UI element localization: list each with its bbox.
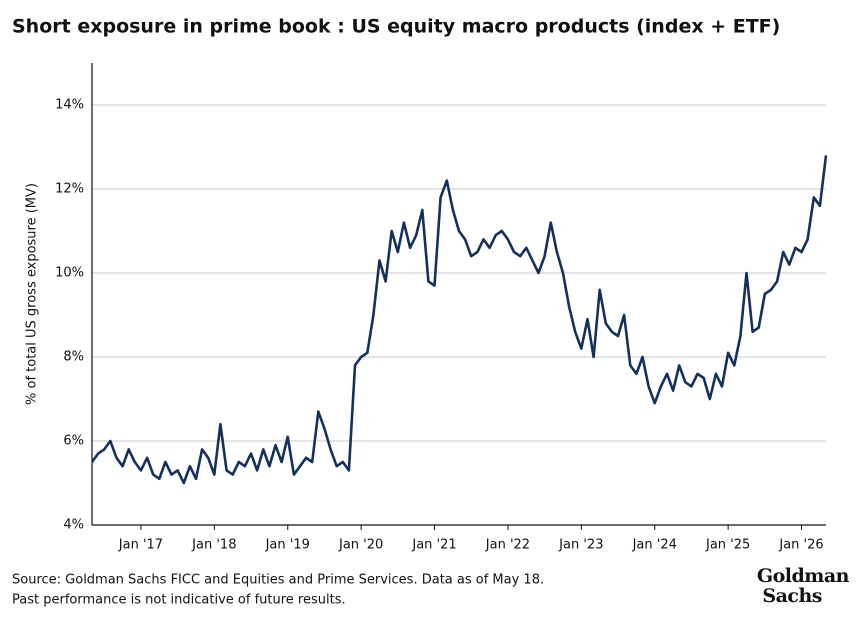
y-tick-label: 10%: [55, 266, 84, 281]
disclaimer-note: Past performance is not indicative of fu…: [12, 593, 346, 608]
source-note: Source: Goldman Sachs FICC and Equities …: [12, 573, 544, 588]
y-tick-label: 12%: [55, 182, 84, 197]
x-tick-label: Jan '22: [485, 538, 530, 553]
y-tick-label: 14%: [55, 98, 84, 113]
y-tick-label: 8%: [63, 350, 84, 365]
x-tick-label: Jan '18: [191, 538, 236, 553]
y-tick-label: 4%: [63, 518, 84, 533]
x-tick-label: Jan '25: [705, 538, 750, 553]
x-tick-label: Jan '17: [118, 538, 163, 553]
y-tick-label: 6%: [63, 434, 84, 449]
x-tick-label: Jan '19: [265, 538, 310, 553]
y-axis-title: % of total US gross exposure (MV): [25, 183, 40, 405]
x-tick-label: Jan '21: [411, 538, 456, 553]
chart-title: Short exposure in prime book : US equity…: [12, 16, 780, 38]
x-tick-label: Jan '23: [558, 538, 603, 553]
x-tick-label: Jan '26: [778, 538, 823, 553]
data-line: [90, 155, 828, 485]
x-tick-label: Jan '20: [338, 538, 383, 553]
x-tick-label: Jan '24: [632, 538, 677, 553]
logo: Goldman: [757, 565, 850, 587]
logo: Sachs: [762, 585, 822, 607]
